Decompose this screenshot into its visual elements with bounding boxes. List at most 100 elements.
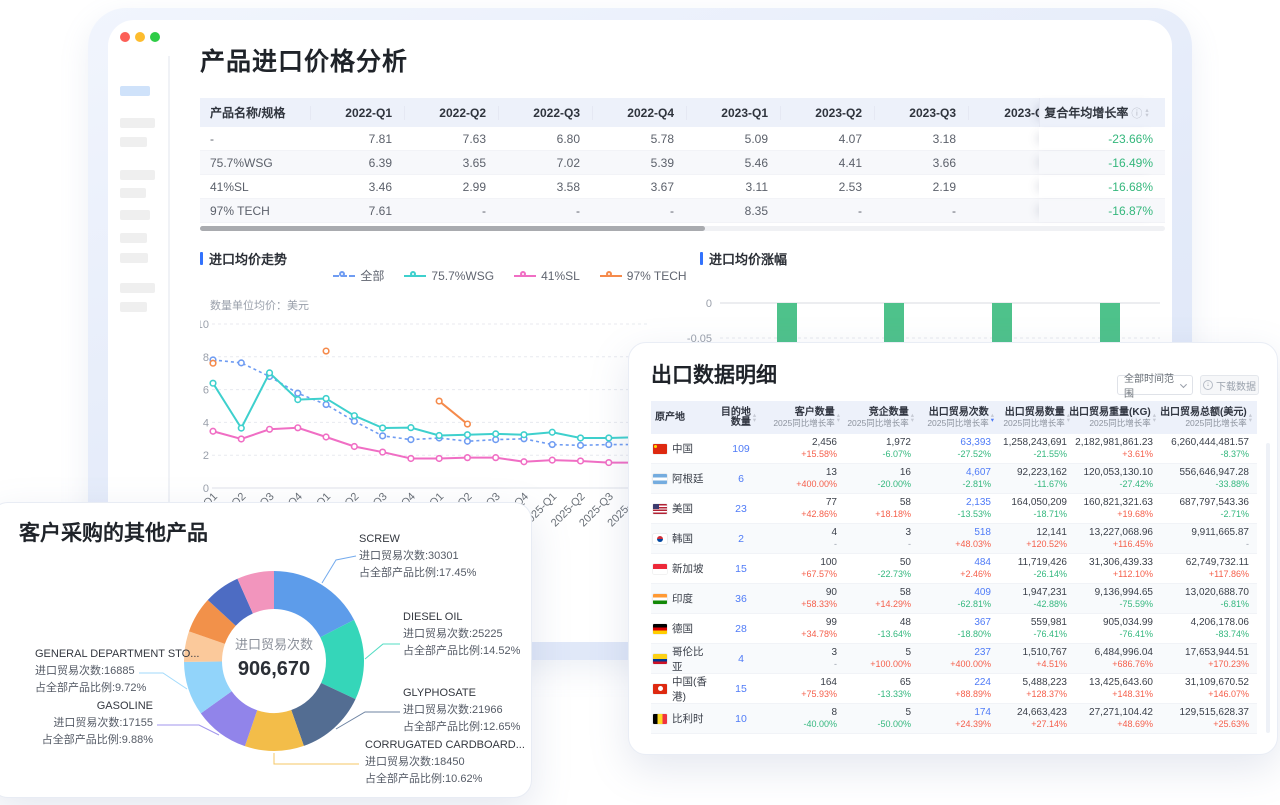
data-point-97% TECH[interactable] <box>322 347 330 355</box>
destination-count-link[interactable]: 10 <box>735 712 747 725</box>
sidebar-skeleton-item <box>120 253 148 263</box>
data-point-41%SL[interactable] <box>294 424 302 432</box>
data-point-全部[interactable] <box>492 436 500 444</box>
trade-count-link[interactable]: 518 <box>974 527 991 538</box>
data-point-41%SL[interactable] <box>350 442 358 451</box>
trade-count-link[interactable]: 367 <box>974 617 991 628</box>
data-point-全部[interactable] <box>379 432 387 440</box>
donut-slice-CORRUGATED CARDBOARD...[interactable] <box>244 710 304 751</box>
donut-slice-GLYPHOSATE[interactable] <box>291 683 356 746</box>
export-col-竞企数量[interactable]: 竞企数量 2025同比增长率 ▴ ▾ <box>847 407 914 428</box>
trade-count-link[interactable]: 2,135 <box>965 497 991 508</box>
metric-cell: 367 -18.80% <box>919 617 999 640</box>
data-point-41%SL[interactable] <box>548 456 556 464</box>
data-point-97% TECH[interactable] <box>463 420 472 428</box>
price-col-cagr-sortable[interactable]: 复合年均增长率 ⓘ ▴ ▾ <box>1039 98 1165 127</box>
data-point-75.7%WSG[interactable] <box>435 431 443 440</box>
export-col-出口贸易数量[interactable]: 出口贸易数量 2025同比增长率 ▴ ▾ <box>1003 407 1070 428</box>
time-range-dropdown[interactable]: 全部时间范围 <box>1117 374 1193 400</box>
data-point-全部[interactable] <box>463 437 472 445</box>
donut-slice-SCREW[interactable] <box>274 571 355 638</box>
data-point-75.7%WSG[interactable] <box>322 394 330 403</box>
destination-count-link[interactable]: 28 <box>735 622 747 635</box>
data-point-75.7%WSG[interactable] <box>265 369 274 377</box>
destination-count-link[interactable]: 6 <box>738 472 744 485</box>
donut-slice-GENERAL DEPARTMENT STO...[interactable] <box>184 661 232 714</box>
trade-count-link[interactable]: 174 <box>974 707 991 718</box>
trade-count-link[interactable]: 4,607 <box>965 467 991 478</box>
data-point-75.7%WSG[interactable] <box>294 396 302 404</box>
data-point-75.7%WSG[interactable] <box>407 424 415 432</box>
export-col-客户数量[interactable]: 客户数量 2025同比增长率 ▴ ▾ <box>773 407 840 428</box>
legend-item-41%SL[interactable]: 41%SL <box>514 269 580 283</box>
destination-count-link[interactable]: 2 <box>738 532 744 545</box>
minimize-dot-icon[interactable] <box>135 32 145 42</box>
data-point-全部[interactable] <box>605 440 613 449</box>
data-point-97% TECH[interactable] <box>435 397 443 405</box>
donut-slice-GASOLINE[interactable] <box>200 691 258 747</box>
data-point-41%SL[interactable] <box>605 458 613 467</box>
data-point-全部[interactable] <box>576 441 585 449</box>
donut-slice-DIESEL OIL[interactable] <box>320 619 364 700</box>
export-col-出口贸易次数[interactable]: 出口贸易次数 2025同比增长率 ▴ ▾ <box>927 407 994 428</box>
trade-count-link[interactable]: 409 <box>974 587 991 598</box>
data-point-41%SL[interactable] <box>237 435 245 443</box>
data-point-全部[interactable] <box>237 359 245 367</box>
data-point-75.7%WSG[interactable] <box>492 430 500 438</box>
trade-count-link[interactable]: 224 <box>974 677 991 688</box>
destination-count-link[interactable]: 15 <box>735 682 747 695</box>
data-point-75.7%WSG[interactable] <box>576 434 585 442</box>
download-data-button[interactable]: ↓ 下载数据 <box>1200 375 1259 395</box>
data-point-41%SL[interactable] <box>463 454 472 462</box>
data-point-全部[interactable] <box>294 389 302 397</box>
data-point-41%SL[interactable] <box>576 457 585 465</box>
data-point-41%SL[interactable] <box>492 454 500 462</box>
price-col-name: 产品名称/规格 <box>210 106 286 120</box>
export-col-出口贸易总额(美元)[interactable]: 出口贸易总额(美元) 2025同比增长率 ▴ ▾ <box>1160 407 1252 428</box>
donut-slice-unlabeled-2[interactable] <box>189 600 236 644</box>
flag-icon-be <box>653 713 667 724</box>
data-point-41%SL[interactable] <box>322 433 330 441</box>
donut-slice-unlabeled-1[interactable] <box>184 631 225 662</box>
legend-item-全部[interactable]: 全部 <box>333 267 384 284</box>
price-cell: 3.66 <box>932 155 956 170</box>
data-point-75.7%WSG[interactable] <box>548 428 556 436</box>
data-point-全部[interactable] <box>322 400 330 409</box>
price-table-hscroll-thumb[interactable] <box>200 226 705 231</box>
data-point-全部[interactable] <box>407 436 415 444</box>
destination-count-link[interactable]: 23 <box>735 502 747 515</box>
data-point-75.7%WSG[interactable] <box>209 379 217 387</box>
destination-count-link[interactable]: 36 <box>735 592 747 605</box>
trade-count-link[interactable]: 484 <box>974 557 991 568</box>
export-col-目的地[interactable]: 目的地 数量 ▴ ▾ <box>720 407 757 428</box>
data-point-全部[interactable] <box>548 440 556 449</box>
destination-count-link[interactable]: 15 <box>735 562 747 575</box>
destination-count-link[interactable]: 4 <box>738 652 744 665</box>
export-scrollbar[interactable] <box>1266 443 1270 733</box>
trade-count-link[interactable]: 63,393 <box>960 437 991 448</box>
data-point-75.7%WSG[interactable] <box>463 431 472 439</box>
data-point-97% TECH[interactable] <box>209 359 217 367</box>
data-point-41%SL[interactable] <box>379 448 387 456</box>
data-point-41%SL[interactable] <box>209 427 217 435</box>
donut-slice-unlabeled-3[interactable] <box>207 578 253 626</box>
data-point-75.7%WSG[interactable] <box>379 424 387 432</box>
data-point-75.7%WSG[interactable] <box>520 431 528 439</box>
zoom-dot-icon[interactable] <box>150 32 160 42</box>
data-point-75.7%WSG[interactable] <box>237 424 245 432</box>
export-col-出口贸易重量(KG)[interactable]: 出口贸易重量(KG) 2025同比增长率 ▴ ▾ <box>1069 407 1156 428</box>
close-dot-icon[interactable] <box>120 32 130 42</box>
trade-count-link[interactable]: 237 <box>974 647 991 658</box>
destination-count-link[interactable]: 109 <box>732 442 750 455</box>
data-point-41%SL[interactable] <box>520 458 528 466</box>
legend-item-97% TECH[interactable]: 97% TECH <box>599 269 687 283</box>
data-point-75.7%WSG[interactable] <box>350 412 358 420</box>
data-point-41%SL[interactable] <box>265 425 274 433</box>
donut-slice-unlabeled-4[interactable] <box>237 571 274 614</box>
metric-cell: 120,053,130.10 -27.42% <box>1083 467 1153 489</box>
legend-item-75.7%WSG[interactable]: 75.7%WSG <box>404 269 494 283</box>
data-point-41%SL[interactable] <box>407 454 415 463</box>
data-point-全部[interactable] <box>350 417 358 425</box>
data-point-41%SL[interactable] <box>435 454 443 463</box>
data-point-75.7%WSG[interactable] <box>605 434 613 442</box>
